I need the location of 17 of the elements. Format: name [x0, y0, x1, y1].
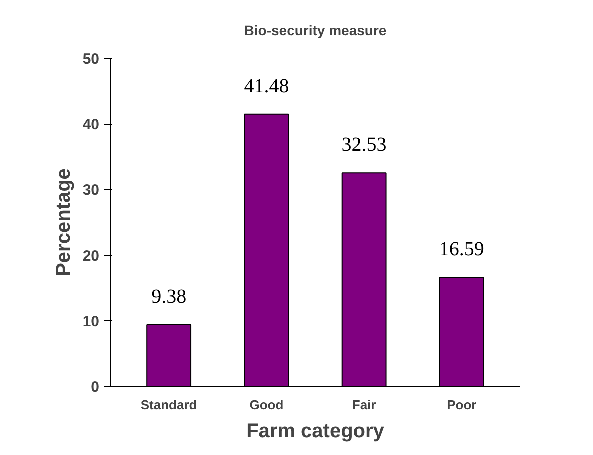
- x-tick-label: Poor: [447, 398, 477, 412]
- data-label: 9.38: [152, 286, 187, 308]
- x-tick-label: Good: [250, 398, 284, 412]
- x-tick-label: Fair: [352, 398, 376, 412]
- data-label: 32.53: [342, 134, 387, 156]
- data-label: 16.59: [439, 238, 484, 261]
- y-axis-title: Percentage: [52, 168, 75, 276]
- y-tick-label: 20: [82, 248, 100, 265]
- x-tick-label: Standard: [140, 398, 198, 412]
- data-label: 41.48: [244, 75, 290, 98]
- y-tick-label: 0: [91, 379, 100, 396]
- x-axis-title: Farm category: [246, 420, 386, 442]
- y-tick-label: 30: [82, 182, 100, 200]
- y-tick-label: 10: [82, 313, 100, 330]
- y-tick-label: 40: [82, 116, 100, 134]
- y-tick-label: 50: [82, 51, 100, 68]
- chart-title: Bio-security measure: [244, 22, 387, 38]
